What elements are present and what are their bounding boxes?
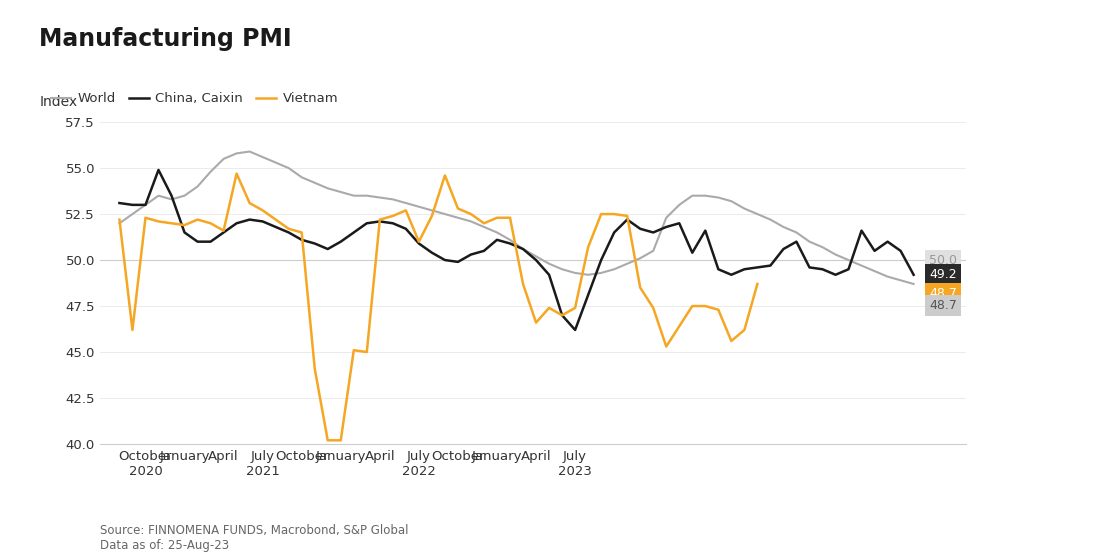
Legend: World, China, Caixin, Vietnam: World, China, Caixin, Vietnam — [46, 87, 344, 110]
Text: Source: FINNOMENA FUNDS, Macrobond, S&P Global
Data as of: 25-Aug-23: Source: FINNOMENA FUNDS, Macrobond, S&P … — [100, 524, 408, 552]
Text: Index: Index — [39, 95, 78, 109]
Text: 48.7: 48.7 — [929, 287, 957, 300]
Text: Manufacturing PMI: Manufacturing PMI — [39, 27, 292, 51]
Text: 50.0: 50.0 — [929, 254, 957, 266]
Text: 49.2: 49.2 — [929, 268, 957, 281]
Text: 48.7: 48.7 — [929, 299, 957, 311]
